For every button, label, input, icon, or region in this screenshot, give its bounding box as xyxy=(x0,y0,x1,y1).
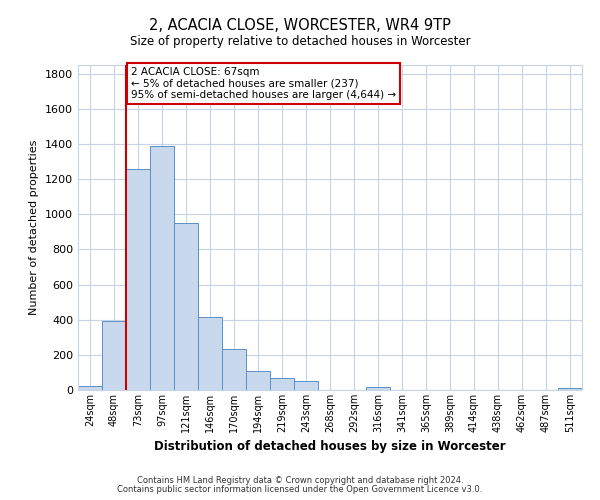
Text: Contains public sector information licensed under the Open Government Licence v3: Contains public sector information licen… xyxy=(118,485,482,494)
Text: 2 ACACIA CLOSE: 67sqm
← 5% of detached houses are smaller (237)
95% of semi-deta: 2 ACACIA CLOSE: 67sqm ← 5% of detached h… xyxy=(131,67,396,100)
Bar xyxy=(246,370,270,390)
Bar xyxy=(366,388,390,390)
Bar xyxy=(78,386,102,390)
X-axis label: Distribution of detached houses by size in Worcester: Distribution of detached houses by size … xyxy=(154,440,506,454)
Bar xyxy=(558,388,582,390)
Bar xyxy=(222,348,246,390)
Bar xyxy=(198,317,222,390)
Bar xyxy=(294,381,318,390)
Text: Contains HM Land Registry data © Crown copyright and database right 2024.: Contains HM Land Registry data © Crown c… xyxy=(137,476,463,485)
Bar xyxy=(102,322,126,390)
Bar xyxy=(126,168,150,390)
Bar xyxy=(150,146,174,390)
Text: 2, ACACIA CLOSE, WORCESTER, WR4 9TP: 2, ACACIA CLOSE, WORCESTER, WR4 9TP xyxy=(149,18,451,32)
Bar xyxy=(174,223,198,390)
Bar xyxy=(270,378,294,390)
Y-axis label: Number of detached properties: Number of detached properties xyxy=(29,140,40,315)
Text: Size of property relative to detached houses in Worcester: Size of property relative to detached ho… xyxy=(130,35,470,48)
